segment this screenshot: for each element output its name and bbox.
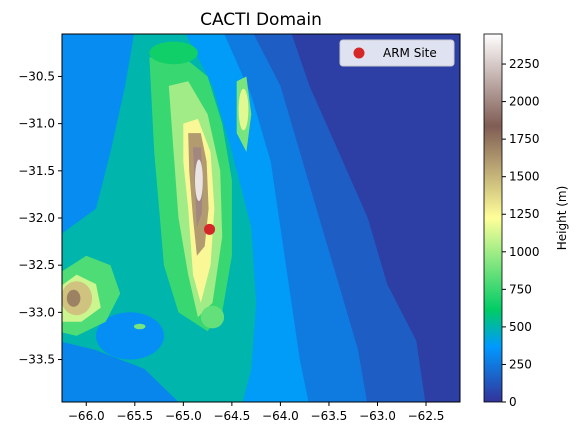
x-tick-label-7: −62.5	[408, 409, 445, 423]
colorbar-tick-label-8: 2000	[509, 95, 540, 109]
west-range-peak	[66, 289, 81, 307]
colorbar-frame	[483, 33, 503, 403]
colorbar-tick-label-7: 1750	[509, 132, 540, 146]
south-knoll	[133, 323, 146, 330]
colorbar-tick-label-3: 750	[509, 282, 532, 296]
colorbar-label: Height (m)	[555, 186, 569, 251]
colorbar: 0 250 500 750 1000 1250 1500 1750 2000 2250 Heigh…	[483, 33, 569, 409]
y-tick-label-0: −30.5	[18, 69, 55, 83]
y-tick-label-4: −32.5	[18, 258, 55, 272]
y-tick-label-6: −33.5	[18, 353, 55, 367]
y-tick-label-3: −32.0	[18, 211, 55, 225]
x-tick-label-0: −66.0	[68, 409, 105, 423]
x-tick-label-6: −63.0	[359, 409, 396, 423]
x-tick-label-4: −64.0	[262, 409, 299, 423]
legend-marker	[353, 47, 365, 59]
x-tick-label-1: −65.5	[116, 409, 153, 423]
x-tick-label-2: −65.0	[165, 409, 202, 423]
colorbar-ticks: 0 250 500 750 1000 1250 1500 1750 2000 2250	[502, 57, 540, 409]
terrain-contours	[62, 34, 426, 402]
north-hills	[149, 41, 198, 65]
legend-box	[339, 39, 455, 67]
terrain-map	[61, 33, 461, 403]
south-basin	[96, 312, 164, 360]
south-ridge-end	[200, 305, 225, 329]
y-axis: −30.5 −31.0 −31.5 −32.0 −32.5 −33.0 −33.5	[18, 69, 62, 367]
chart-title: CACTI Domain	[200, 10, 322, 30]
y-tick-label-5: −33.0	[18, 305, 55, 319]
colorbar-tick-label-9: 2250	[509, 57, 540, 71]
x-tick-label-5: −63.5	[311, 409, 348, 423]
west-basin	[62, 34, 134, 234]
colorbar-tick-label-2: 500	[509, 320, 532, 334]
x-tick-label-3: −64.5	[213, 409, 250, 423]
east-ridge-top	[238, 88, 249, 131]
x-axis: −66.0 −65.5 −65.0 −64.5 −64.0 −63.5 −63.0 −62.5	[68, 402, 445, 423]
colorbar-tick-label-4: 1000	[509, 245, 540, 259]
arm-site-marker	[204, 223, 216, 235]
y-tick-label-2: −31.5	[18, 164, 55, 178]
legend-label: ARM Site	[383, 46, 437, 60]
y-tick-label-1: −31.0	[18, 117, 55, 131]
colorbar-tick-label-6: 1500	[509, 170, 540, 184]
arm-site-marker-layer	[204, 223, 216, 235]
colorbar-gradient	[484, 34, 502, 402]
ridge-peak	[195, 159, 203, 202]
southwest-basin	[62, 341, 179, 402]
colorbar-tick-label-1: 250	[509, 357, 532, 371]
legend: ARM Site	[339, 39, 455, 67]
colorbar-tick-label-5: 1250	[509, 207, 540, 221]
colorbar-tick-label-0: 0	[509, 395, 517, 409]
